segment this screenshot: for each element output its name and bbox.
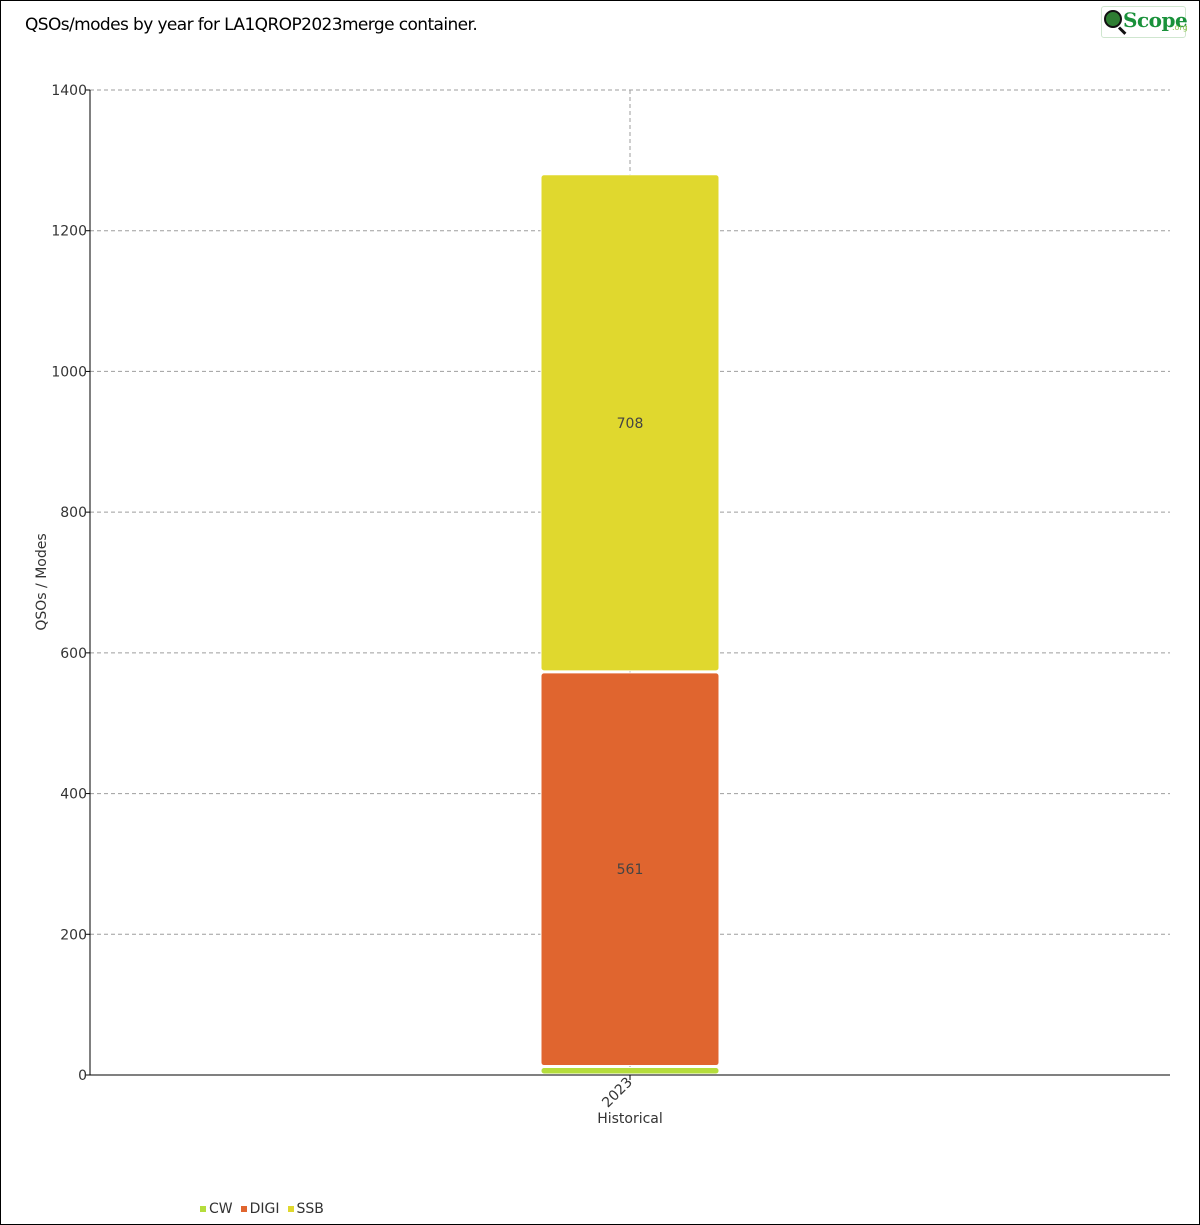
y-tick-label: 0 — [78, 1068, 87, 1084]
y-tick-label: 1000 — [51, 364, 87, 380]
bar-data-label: 561 — [617, 862, 644, 878]
magnifier-globe-icon — [1104, 10, 1122, 28]
legend-item-ssb[interactable]: SSB — [287, 1201, 324, 1217]
x-axis-title: Historical — [597, 1111, 663, 1127]
legend-swatch — [200, 1206, 206, 1212]
y-tick-label: 800 — [60, 505, 87, 521]
legend-item-digi[interactable]: DIGI — [240, 1201, 280, 1217]
bar-segment-cw — [540, 1067, 720, 1075]
logo-suffix: .org — [1172, 23, 1188, 32]
y-tick-label: 200 — [60, 927, 87, 943]
logo-text: Scope — [1123, 8, 1188, 32]
y-tick-label: 1200 — [51, 224, 87, 240]
y-tick-label: 400 — [60, 787, 87, 803]
y-tick-label: 1400 — [51, 83, 87, 99]
legend-label: SSB — [296, 1201, 324, 1217]
y-tick-label: 600 — [60, 646, 87, 662]
bar-data-label: 708 — [617, 416, 644, 432]
qscope-logo[interactable]: Scope .org — [1101, 6, 1188, 38]
legend-label: DIGI — [249, 1201, 280, 1217]
bar-segment-digi — [540, 672, 720, 1067]
chart-legend: CW DIGI SSB — [200, 1201, 324, 1217]
legend-swatch — [240, 1206, 247, 1212]
legend-label: CW — [209, 1201, 233, 1217]
bar-segment-ssb — [540, 174, 720, 672]
legend-item-cw[interactable]: CW — [200, 1201, 233, 1217]
legend-swatch — [287, 1206, 294, 1212]
y-axis-title: QSOs / Modes — [34, 533, 50, 630]
chart-title: QSOs/modes by year for LA1QROP2023merge … — [25, 15, 478, 35]
